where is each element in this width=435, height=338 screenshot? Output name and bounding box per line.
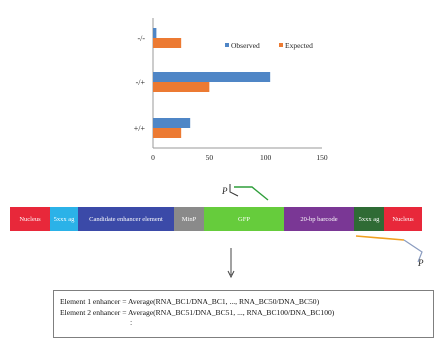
segment-nucleus-left: Nucleus xyxy=(10,207,50,231)
segment-minp: MinP xyxy=(174,207,204,231)
formula-line-1: Element 1 enhancer = Average(RNA_BC1/DNA… xyxy=(60,297,320,306)
segment-adapter-right: 5xxx ag xyxy=(354,207,384,231)
primer-top-arrow: P xyxy=(221,184,269,201)
bar-observed-0 xyxy=(153,118,191,128)
bar-expected-0 xyxy=(153,128,182,138)
segment-enhancer: Candidate enhancer element xyxy=(78,207,174,231)
down-arrow xyxy=(227,248,235,279)
category-label: -/- xyxy=(137,34,145,43)
bar-observed-1 xyxy=(153,72,271,82)
primer-top-label: P xyxy=(221,186,228,196)
primer-bottom-label: P xyxy=(417,258,424,268)
segment-adapter-left: 5xxx ag xyxy=(50,207,78,231)
segment-gfp: GFP xyxy=(204,207,284,231)
segment-barcode: 20-bp barcode xyxy=(284,207,354,231)
chart-legend: Observed Expected xyxy=(225,41,313,50)
legend-swatch-observed xyxy=(225,43,229,47)
bar-observed-2 xyxy=(153,28,157,38)
primer-bottom-arrow: P xyxy=(355,235,424,268)
x-tick-label: 150 xyxy=(316,153,328,162)
legend-label-expected: Expected xyxy=(285,41,313,50)
segment-nucleus-right: Nucleus xyxy=(384,207,422,231)
category-label: -/+ xyxy=(136,78,146,87)
bar-expected-1 xyxy=(153,82,210,92)
category-label: +/+ xyxy=(134,124,146,133)
x-tick-label: 0 xyxy=(151,153,155,162)
x-tick-label: 100 xyxy=(260,153,272,162)
bar-expected-2 xyxy=(153,38,182,48)
bar-chart: +/+ -/+ -/- 0 50 100 150 Observed Expected xyxy=(134,18,328,162)
x-tick-label: 50 xyxy=(206,153,214,162)
formula-line-2: Element 2 enhancer = Average(RNA_BC51/DN… xyxy=(60,308,335,317)
legend-label-observed: Observed xyxy=(231,41,260,50)
formula-box: Element 1 enhancer = Average(RNA_BC1/DNA… xyxy=(53,290,434,338)
formula-continuation: : xyxy=(130,318,133,327)
legend-swatch-expected xyxy=(279,43,283,47)
